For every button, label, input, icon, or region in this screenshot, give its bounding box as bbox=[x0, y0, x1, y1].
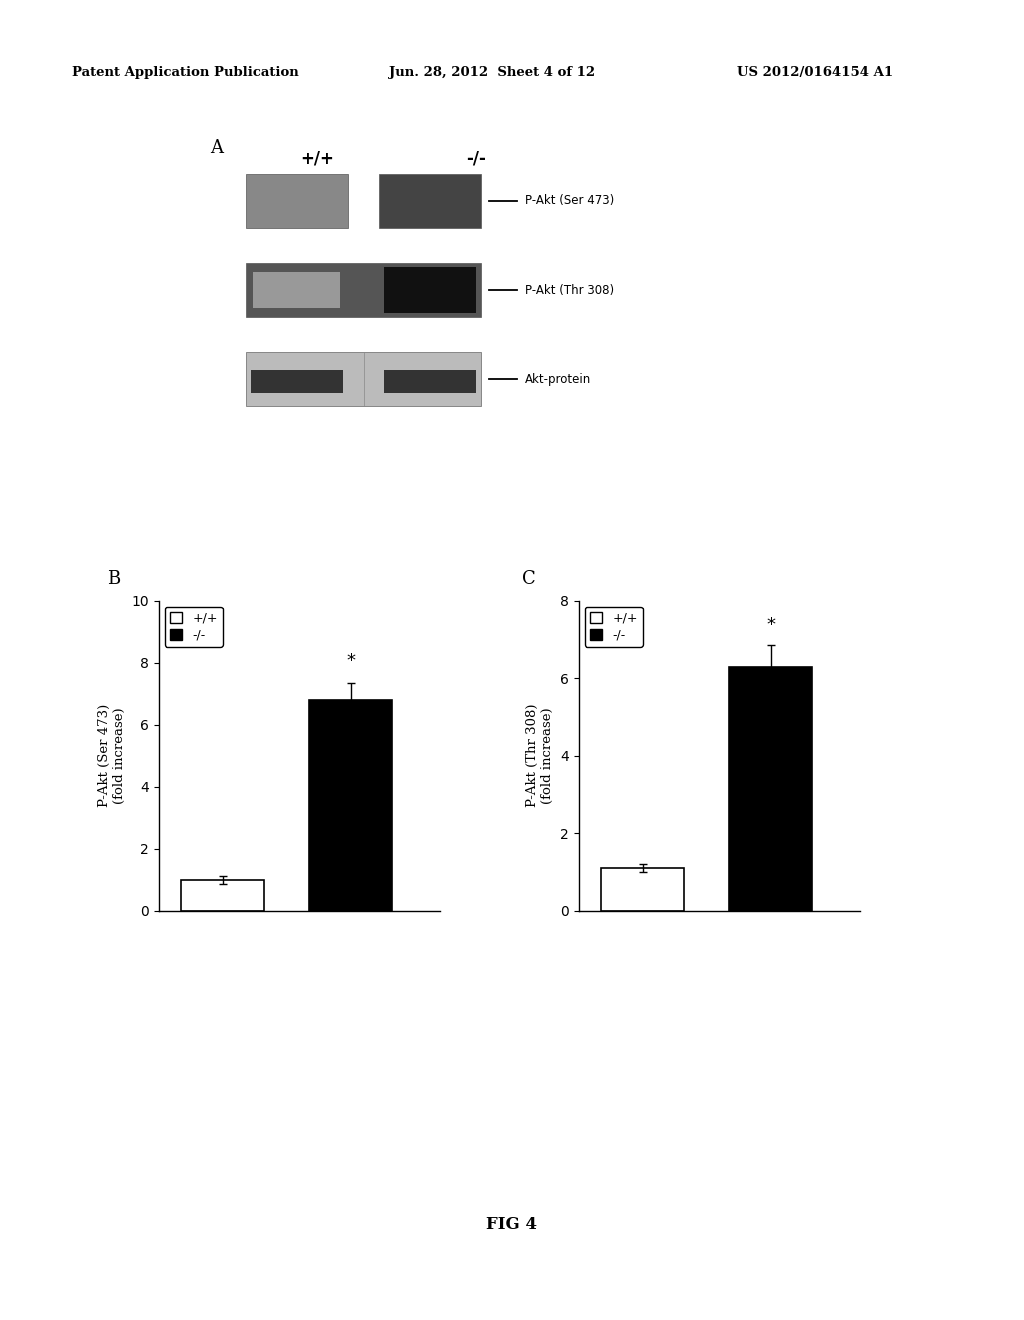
Text: *: * bbox=[766, 615, 775, 634]
Bar bbox=[384, 267, 476, 313]
Legend: +/+, -/-: +/+, -/- bbox=[165, 607, 223, 647]
Y-axis label: P-Akt (Thr 308)
(fold increase): P-Akt (Thr 308) (fold increase) bbox=[526, 704, 554, 808]
Bar bbox=[379, 174, 481, 227]
Bar bbox=[246, 263, 481, 317]
Text: Akt-protein: Akt-protein bbox=[524, 372, 591, 385]
Bar bbox=[251, 370, 343, 393]
Bar bbox=[246, 352, 481, 407]
Text: *: * bbox=[346, 652, 355, 671]
Bar bbox=[384, 370, 476, 393]
Bar bbox=[309, 700, 392, 911]
Bar bbox=[254, 272, 340, 308]
Bar bbox=[729, 667, 812, 911]
Legend: +/+, -/-: +/+, -/- bbox=[585, 607, 643, 647]
Text: A: A bbox=[210, 139, 223, 157]
Text: US 2012/0164154 A1: US 2012/0164154 A1 bbox=[737, 66, 893, 79]
Text: P-Akt (Thr 308): P-Akt (Thr 308) bbox=[524, 284, 614, 297]
Bar bbox=[246, 174, 348, 227]
Text: -/-: -/- bbox=[466, 149, 486, 168]
Bar bbox=[181, 880, 264, 911]
Text: B: B bbox=[108, 570, 121, 589]
Text: Patent Application Publication: Patent Application Publication bbox=[72, 66, 298, 79]
Text: C: C bbox=[522, 570, 536, 589]
Text: Jun. 28, 2012  Sheet 4 of 12: Jun. 28, 2012 Sheet 4 of 12 bbox=[389, 66, 595, 79]
Text: P-Akt (Ser 473): P-Akt (Ser 473) bbox=[524, 194, 614, 207]
Y-axis label: P-Akt (Ser 473)
(fold increase): P-Akt (Ser 473) (fold increase) bbox=[98, 704, 126, 808]
Text: +/+: +/+ bbox=[300, 149, 335, 168]
Text: FIG 4: FIG 4 bbox=[486, 1217, 538, 1233]
Bar bbox=[601, 869, 684, 911]
